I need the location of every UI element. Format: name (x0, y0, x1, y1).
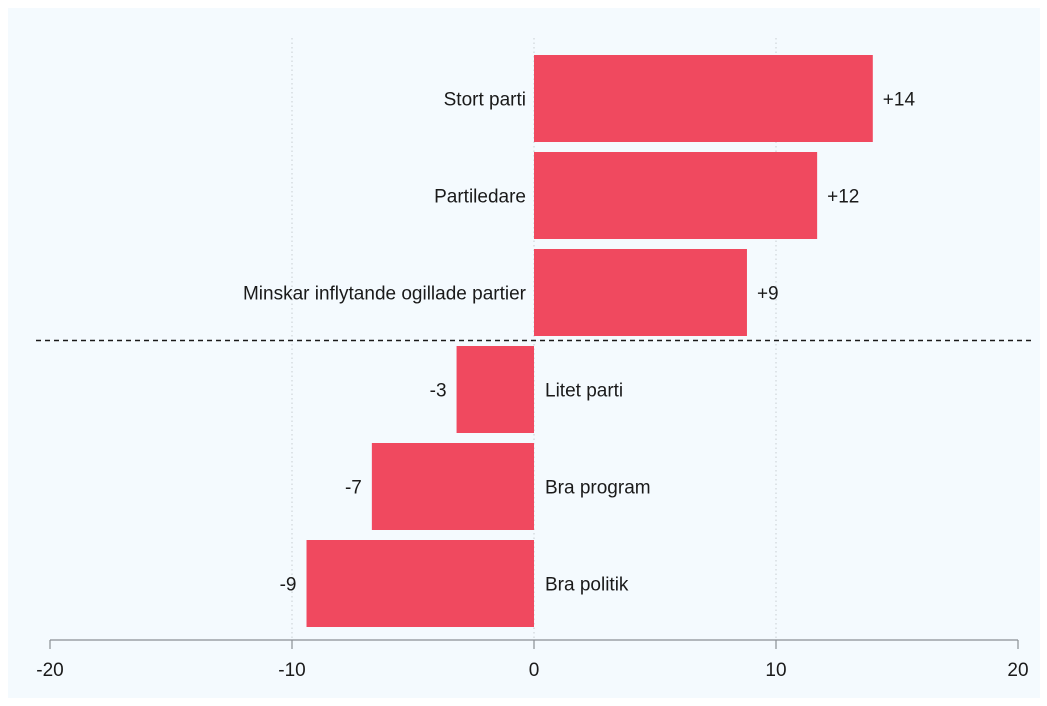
value-label-4: -7 (345, 478, 362, 499)
bar-5 (306, 540, 534, 627)
category-label-4: Bra program (545, 478, 651, 499)
x-tick-label--20: -20 (36, 660, 63, 681)
bar-1 (534, 152, 818, 239)
bar-0 (534, 55, 873, 142)
bar-4 (371, 443, 534, 530)
bar-chart: Stort parti +14 Partiledare +12 Minskar infl… (36, 38, 1034, 681)
bar-3 (456, 346, 534, 433)
chart-area: Stort parti +14 Partiledare +12 Minskar infl… (8, 8, 1040, 698)
x-tick-label--10: -10 (278, 660, 305, 681)
x-tick-label-10: 10 (765, 660, 786, 681)
category-label-0: Stort parti (444, 90, 526, 111)
value-label-3: -3 (430, 381, 447, 402)
value-label-0: +14 (883, 90, 916, 111)
labels: Stort parti +14 Partiledare +12 Minskar infl… (243, 90, 916, 596)
x-tick-label-20: 20 (1007, 660, 1028, 681)
value-label-2: +9 (757, 284, 779, 305)
bars (306, 55, 873, 627)
value-label-5: -9 (280, 575, 297, 596)
category-label-1: Partiledare (434, 187, 526, 208)
x-tick-label-0: 0 (529, 660, 540, 681)
x-axis: -20 -10 0 10 20 (36, 639, 1029, 681)
bar-2 (534, 249, 747, 336)
category-label-3: Litet parti (545, 381, 623, 402)
value-label-1: +12 (827, 187, 859, 208)
category-label-5: Bra politik (545, 575, 629, 596)
category-label-2: Minskar inflytande ogillade partier (243, 284, 527, 305)
